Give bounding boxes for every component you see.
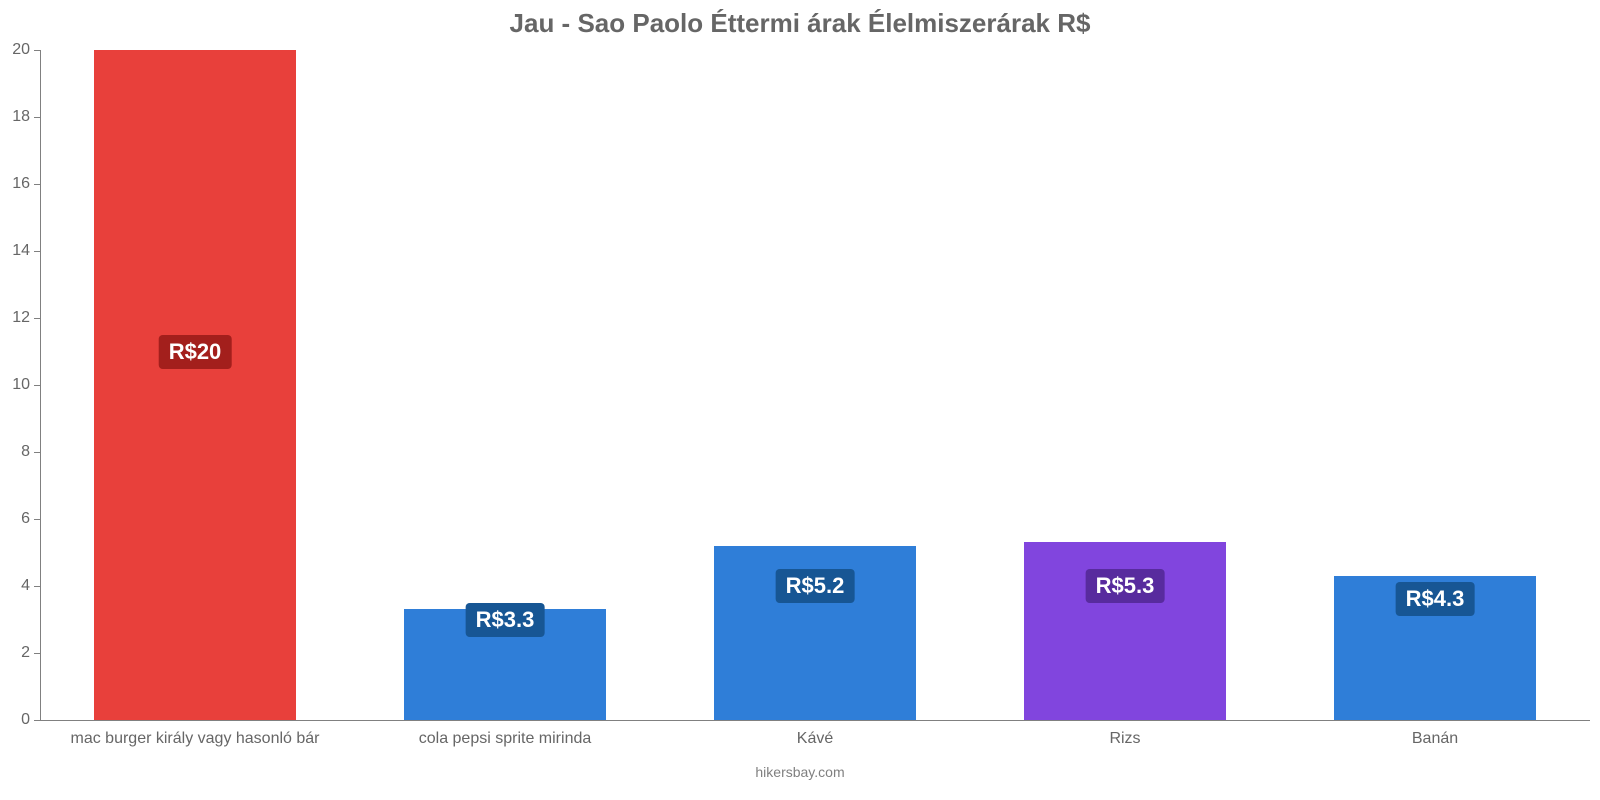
value-label: R$5.2 xyxy=(776,569,855,603)
y-tick-label: 6 xyxy=(2,510,30,528)
y-tick-label: 2 xyxy=(2,644,30,662)
y-axis xyxy=(40,50,41,720)
y-tick-label: 12 xyxy=(2,309,30,327)
x-tick-label: mac burger király vagy hasonló bár xyxy=(70,730,319,748)
y-tick xyxy=(34,117,40,118)
y-tick-label: 20 xyxy=(2,41,30,59)
chart-container: Jau - Sao Paolo Éttermi árak Élelmiszerá… xyxy=(0,0,1600,800)
y-tick-label: 14 xyxy=(2,242,30,260)
plot-area: 02468101214161820mac burger király vagy … xyxy=(40,50,1590,720)
y-tick xyxy=(34,50,40,51)
y-tick xyxy=(34,586,40,587)
y-tick-label: 0 xyxy=(2,711,30,729)
x-axis xyxy=(40,720,1590,721)
y-tick xyxy=(34,318,40,319)
y-tick xyxy=(34,653,40,654)
y-tick xyxy=(34,452,40,453)
y-tick xyxy=(34,519,40,520)
y-tick xyxy=(34,385,40,386)
y-tick-label: 4 xyxy=(2,577,30,595)
x-tick-label: Kávé xyxy=(797,730,833,748)
x-tick-label: Banán xyxy=(1412,730,1458,748)
bar xyxy=(94,50,296,720)
value-label: R$20 xyxy=(159,335,232,369)
y-tick-label: 10 xyxy=(2,376,30,394)
y-tick xyxy=(34,251,40,252)
x-tick-label: cola pepsi sprite mirinda xyxy=(419,730,592,748)
y-tick-label: 18 xyxy=(2,108,30,126)
y-tick xyxy=(34,720,40,721)
value-label: R$3.3 xyxy=(466,603,545,637)
value-label: R$4.3 xyxy=(1396,582,1475,616)
x-tick-label: Rizs xyxy=(1109,730,1140,748)
y-tick-label: 8 xyxy=(2,443,30,461)
chart-caption: hikersbay.com xyxy=(0,764,1600,780)
y-tick xyxy=(34,184,40,185)
value-label: R$5.3 xyxy=(1086,569,1165,603)
y-tick-label: 16 xyxy=(2,175,30,193)
chart-title: Jau - Sao Paolo Éttermi árak Élelmiszerá… xyxy=(0,8,1600,39)
